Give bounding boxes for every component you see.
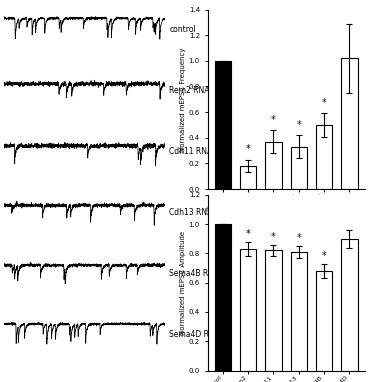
Bar [316,125,332,189]
Bar [265,142,282,189]
Text: *: * [296,120,301,130]
Text: *: * [322,98,327,108]
Bar [240,166,257,189]
Text: control: control [169,25,196,34]
Text: *: * [246,144,251,154]
Text: *: * [271,115,276,125]
Bar [291,147,307,189]
Bar [341,58,358,189]
Bar [215,224,231,371]
Text: *: * [322,251,327,261]
Text: *: * [296,233,301,243]
Bar [265,251,282,371]
Bar [316,271,332,371]
Text: Sema4D RNAi: Sema4D RNAi [169,330,223,339]
Y-axis label: Normalized mEPSC Frequency: Normalized mEPSC Frequency [180,47,186,152]
Bar [215,61,231,189]
Bar [240,249,257,371]
Bar [341,239,358,371]
Text: *: * [246,229,251,239]
Bar [291,252,307,371]
Text: Rem2 RNAi: Rem2 RNAi [169,86,212,95]
Text: Sema4B RNAi: Sema4B RNAi [169,269,222,278]
Y-axis label: Normalized mEPSC Amplitude: Normalized mEPSC Amplitude [180,231,186,335]
Text: *: * [271,231,276,242]
Text: Cdh13 RNAi: Cdh13 RNAi [169,208,215,217]
Text: Cdh11 RNAi: Cdh11 RNAi [169,147,215,156]
